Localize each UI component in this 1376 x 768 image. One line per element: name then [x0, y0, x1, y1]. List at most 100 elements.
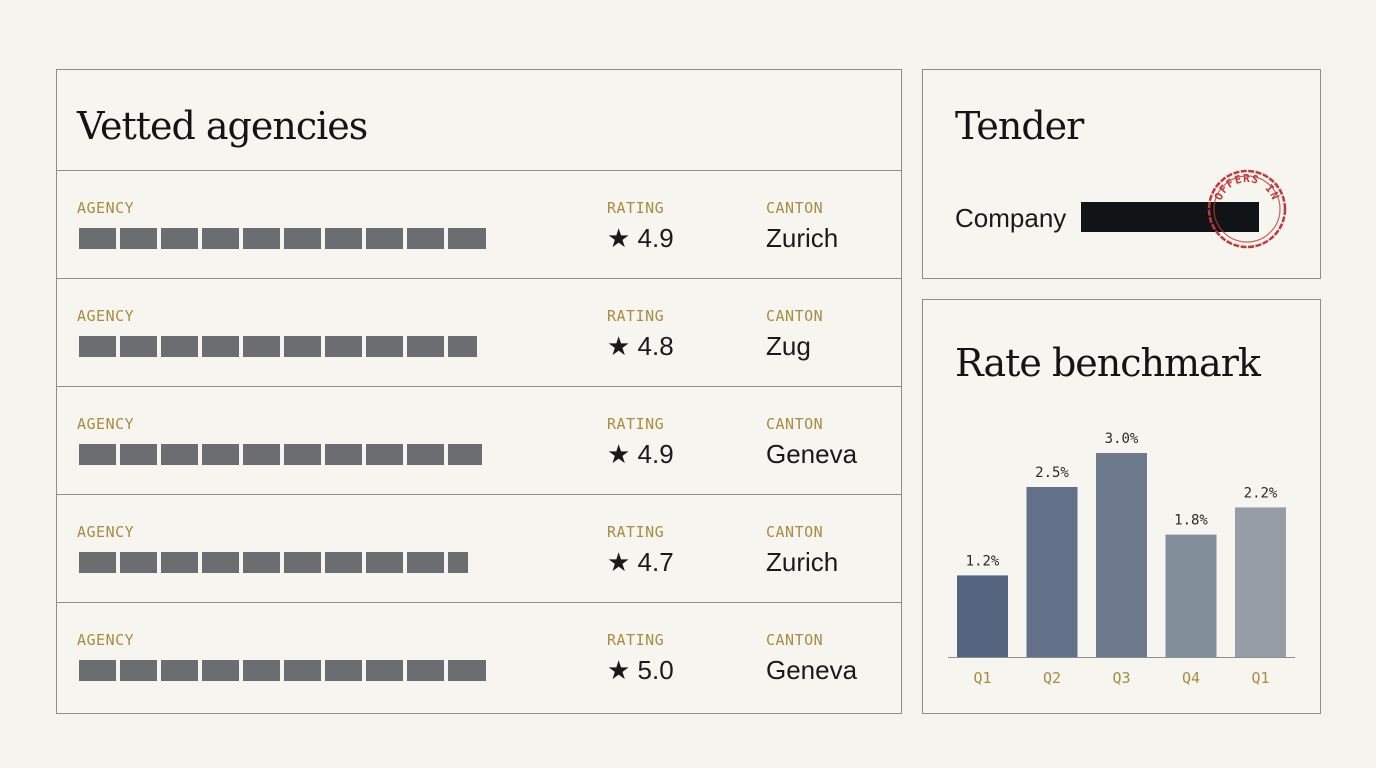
offers-in-stamp: OFFERS IN [1207, 169, 1287, 249]
redaction-block [284, 660, 321, 681]
agency-label: AGENCY [77, 199, 135, 217]
data-label: 2.5% [1035, 465, 1069, 481]
x-tick-label: Q4 [1182, 669, 1200, 687]
agency-row[interactable]: AGENCY RATING ★ 4.7 CANTON Zurich [57, 494, 901, 602]
rating-label: RATING [607, 523, 665, 541]
agency-label: AGENCY [77, 415, 135, 433]
redaction-block [407, 552, 444, 573]
x-tick-label: Q1 [1251, 669, 1269, 687]
redacted-agency-name [79, 660, 486, 681]
redacted-agency-name [79, 552, 468, 573]
redaction-block [325, 660, 362, 681]
rating-label: RATING [607, 631, 665, 649]
redaction-block [243, 660, 280, 681]
redaction-block [202, 552, 239, 573]
rating-value: ★ 4.8 [607, 331, 674, 361]
redaction-block [161, 552, 198, 573]
data-label: 1.2% [966, 553, 1000, 569]
redaction-block [366, 660, 403, 681]
agency-label: AGENCY [77, 307, 135, 325]
redaction-block [243, 444, 280, 465]
redaction-block [448, 552, 468, 573]
rating-label: RATING [607, 199, 665, 217]
data-label: 3.0% [1105, 431, 1139, 447]
redaction-block [79, 336, 116, 357]
bar [1235, 507, 1286, 657]
redaction-block [325, 336, 362, 357]
redaction-block [202, 660, 239, 681]
redaction-block [448, 660, 486, 681]
canton-value: Zurich [766, 547, 839, 577]
redaction-block [79, 660, 116, 681]
agency-row[interactable]: AGENCY RATING ★ 4.8 CANTON Zug [57, 278, 901, 386]
canton-value: Zug [766, 331, 811, 361]
redaction-block [325, 444, 362, 465]
redaction-block [366, 336, 403, 357]
agency-label: AGENCY [77, 631, 135, 649]
canton-value: Zurich [766, 223, 839, 253]
canton-label: CANTON [766, 631, 824, 649]
redaction-block [325, 552, 362, 573]
redaction-block [202, 444, 239, 465]
redaction-block [284, 552, 321, 573]
redaction-block [79, 552, 116, 573]
bar [1026, 487, 1078, 657]
redacted-agency-name [79, 336, 477, 357]
redaction-block [284, 444, 321, 465]
tender-panel: Tender Company OFFERS IN [922, 69, 1321, 279]
bar [957, 575, 1008, 657]
rate-benchmark-chart: 1.2% Q1 2.5% Q2 3.0% Q3 1.8% Q4 2.2% Q1 [948, 431, 1295, 687]
agencies-title: Vetted agencies [77, 104, 368, 148]
agency-row[interactable]: AGENCY RATING ★ 4.9 CANTON Zurich [57, 170, 901, 278]
redaction-block [243, 552, 280, 573]
redaction-block [161, 444, 198, 465]
redaction-block [120, 336, 157, 357]
x-tick-label: Q1 [973, 669, 991, 687]
rate-benchmark-panel: Rate benchmark 1.2% Q1 2.5% Q2 3.0% Q3 1.8% Q4 2… [922, 299, 1321, 714]
redaction-block [448, 228, 486, 249]
redaction-block [120, 444, 157, 465]
bar [1165, 534, 1217, 657]
redaction-block [448, 444, 482, 465]
redacted-agency-name [79, 444, 482, 465]
rating-value: ★ 5.0 [607, 655, 674, 685]
agency-list: AGENCY RATING ★ 4.9 CANTON Zurich AGENCY RATIN… [57, 170, 901, 710]
redaction-block [202, 228, 239, 249]
redaction-block [161, 660, 198, 681]
redaction-block [243, 336, 280, 357]
redaction-block [120, 660, 157, 681]
redaction-block [243, 228, 280, 249]
agency-row[interactable]: AGENCY RATING ★ 5.0 CANTON Geneva [57, 602, 901, 710]
redaction-block [407, 336, 444, 357]
redaction-block [366, 552, 403, 573]
redaction-block [284, 228, 321, 249]
company-label: Company [955, 203, 1067, 233]
x-tick-label: Q2 [1043, 669, 1061, 687]
agency-label: AGENCY [77, 523, 135, 541]
redaction-block [325, 228, 362, 249]
redaction-block [448, 336, 477, 357]
rating-label: RATING [607, 307, 665, 325]
canton-value: Geneva [766, 439, 858, 469]
benchmark-title: Rate benchmark [955, 341, 1261, 385]
redaction-block [366, 228, 403, 249]
agency-row[interactable]: AGENCY RATING ★ 4.9 CANTON Geneva [57, 386, 901, 494]
rating-label: RATING [607, 415, 665, 433]
redacted-company-name [1081, 202, 1259, 232]
redaction-block [407, 444, 444, 465]
canton-label: CANTON [766, 307, 824, 325]
redaction-block [161, 336, 198, 357]
rating-value: ★ 4.9 [607, 439, 674, 469]
canton-label: CANTON [766, 523, 824, 541]
redaction-block [407, 660, 444, 681]
canton-label: CANTON [766, 415, 824, 433]
redaction-block [120, 228, 157, 249]
redaction-block [79, 444, 116, 465]
rating-value: ★ 4.9 [607, 223, 674, 253]
redaction-block [120, 552, 157, 573]
bar [1096, 453, 1147, 657]
redaction-block [366, 444, 403, 465]
canton-label: CANTON [766, 199, 824, 217]
x-tick-label: Q3 [1112, 669, 1130, 687]
canton-value: Geneva [766, 655, 858, 685]
